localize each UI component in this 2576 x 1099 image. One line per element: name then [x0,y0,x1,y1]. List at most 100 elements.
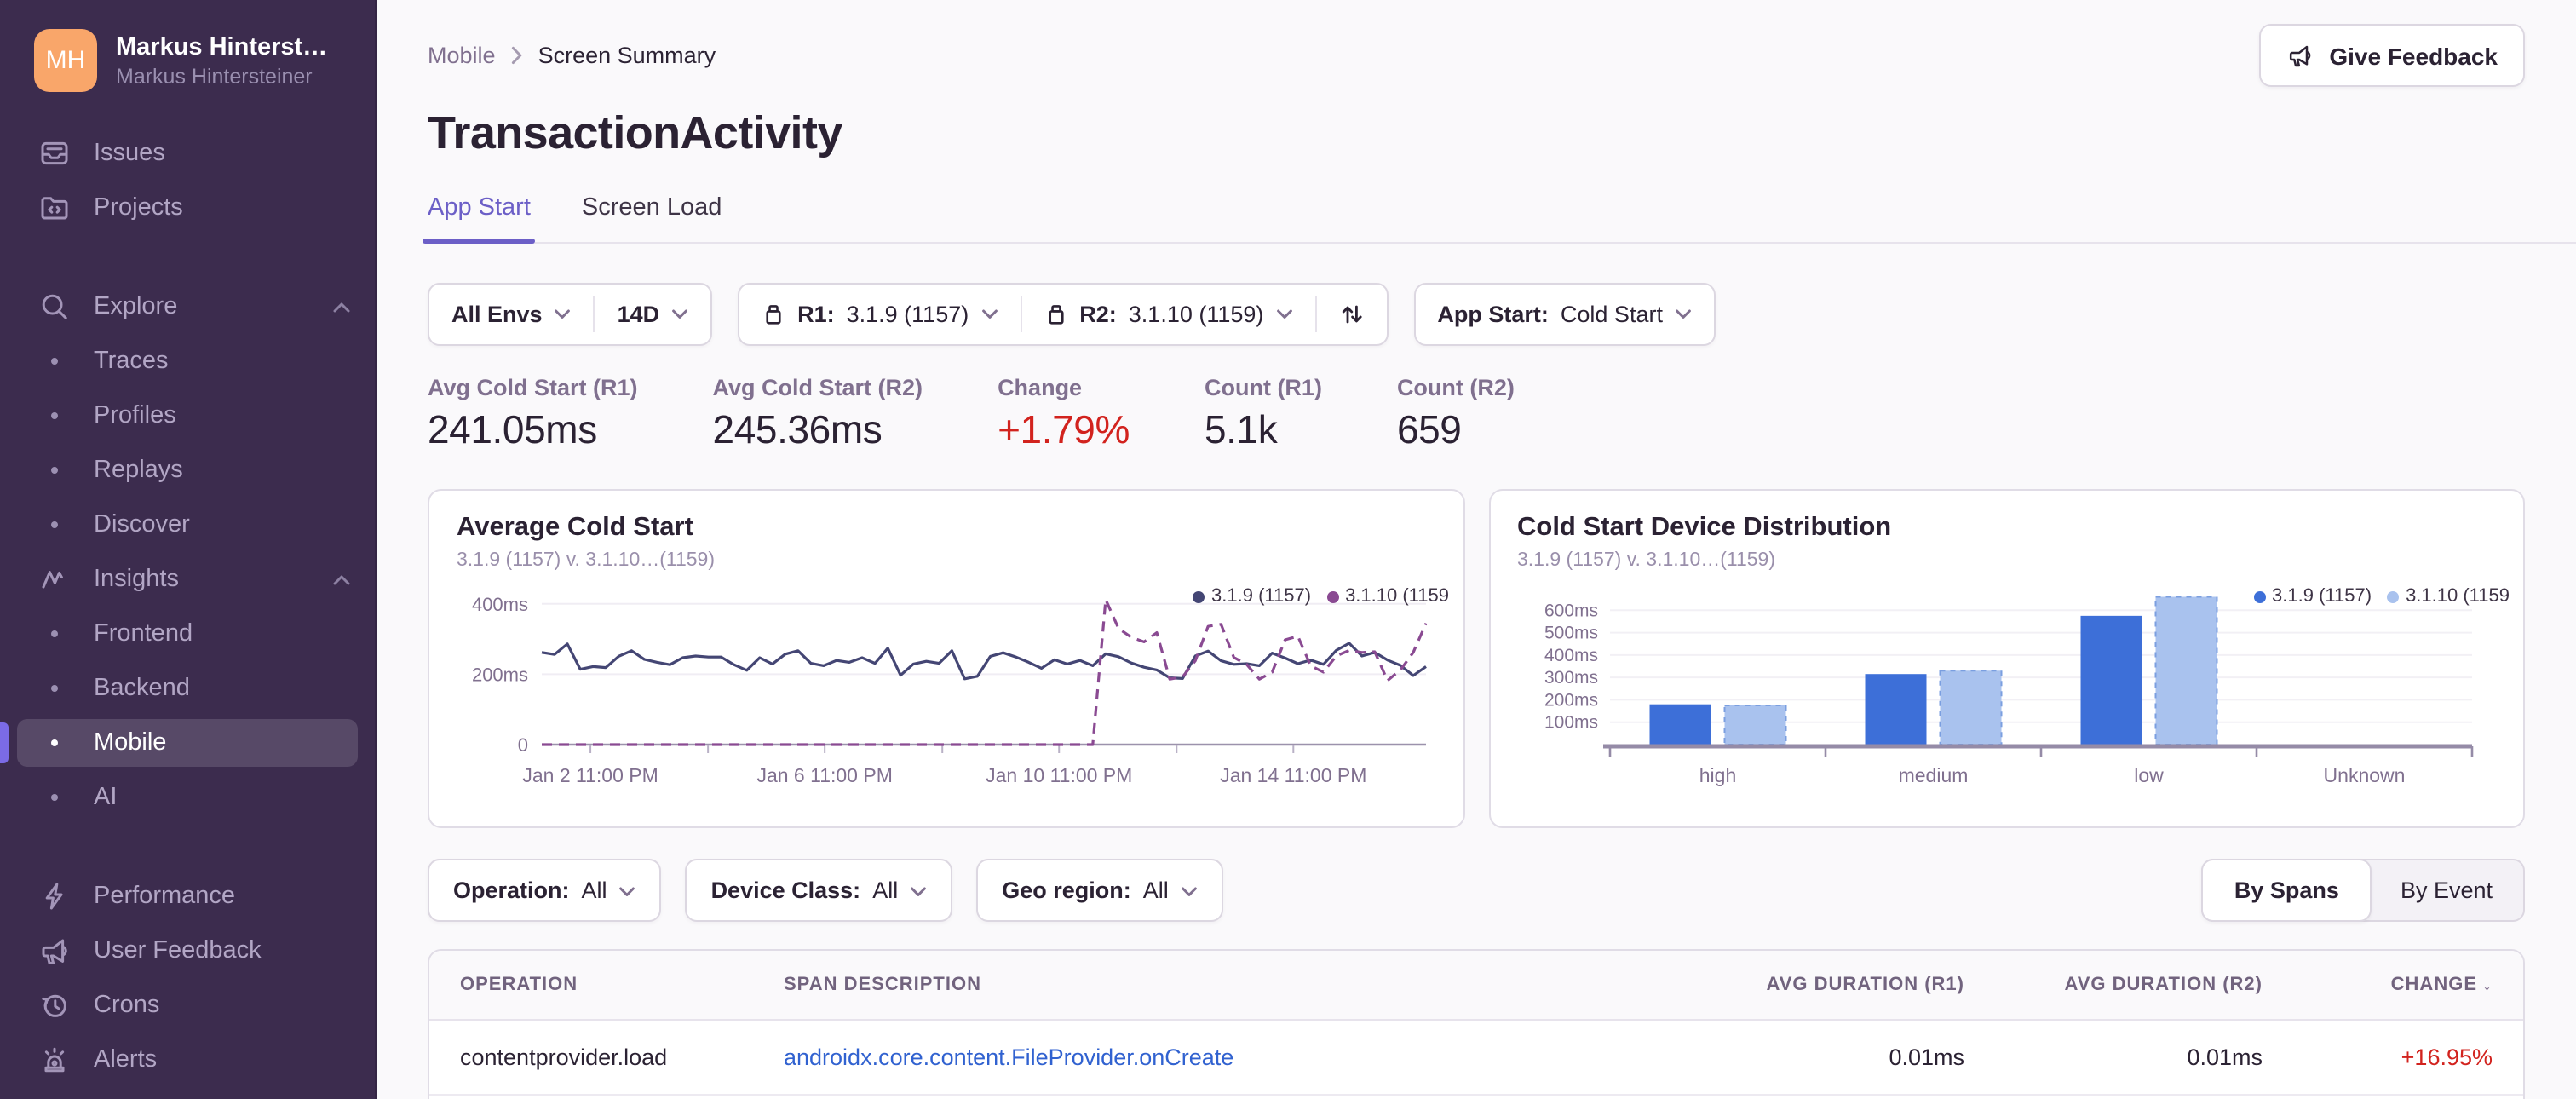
stat-value: 241.05ms [428,407,597,452]
svg-text:300ms: 300ms [1544,668,1597,688]
breadcrumb-chevron-icon [511,46,523,65]
column-header-span-description: SPAN DESCRIPTION [753,951,1697,1021]
bullet-icon [37,412,72,419]
avatar: MH [34,29,97,92]
stat-value: 5.1k [1204,407,1278,452]
sidebar-item-crons[interactable]: Crons [0,978,375,1033]
page-title: TransactionActivity [428,107,842,158]
bullet-icon [37,358,72,365]
release1-label: R1: [797,302,835,327]
device-distribution-panel: Cold Start Device Distribution 3.1.9 (11… [1488,489,2525,828]
divider [593,296,595,332]
env-period-filter-group: All Envs 14D [428,283,713,346]
user-org: Markus Hintersteiner [116,64,313,88]
sidebar-item-label: Mobile [94,729,167,757]
lightning-icon [37,881,72,912]
top-filter-bar: All Envs 14D R1: 3.1.9 (1157) [428,283,2525,346]
chevron-up-icon[interactable] [332,301,351,313]
app-start-type-group: App Start: Cold Start [1413,283,1716,346]
date-range-filter[interactable]: 14D [595,285,711,344]
sidebar-item-label: Crons [94,992,160,1019]
sidebar-item-profiles[interactable]: Profiles [0,388,375,443]
svg-text:low: low [2133,764,2163,786]
toggle-by-event[interactable]: By Event [2370,860,2523,920]
breadcrumb-mobile-link[interactable]: Mobile [428,43,496,68]
svg-text:500ms: 500ms [1544,624,1597,643]
sidebar-item-label: Backend [94,675,190,702]
give-feedback-button[interactable]: Give Feedback [2259,24,2525,87]
give-feedback-label: Give Feedback [2329,42,2498,69]
filter-label: Geo region: [1002,877,1131,903]
sidebar-item-discover[interactable]: Discover [0,498,375,552]
stat-value: +1.79% [998,407,1130,452]
release2-filter[interactable]: R2: 3.1.10 (1159) [1021,285,1314,344]
table-row: contentprovider.load androidx.core.conten… [429,1020,2523,1096]
stat-label: Avg Cold Start (R2) [712,375,923,400]
sidebar-item-replays[interactable]: Replays [0,443,375,498]
sidebar-item-label: Explore [94,293,178,320]
stat-avg-cold-start-r1-: Avg Cold Start (R1) 241.05ms [428,375,638,453]
sidebar-item-dashboards[interactable]: Dashboards [0,1087,375,1099]
column-header-avg-duration-r2-: AVG DURATION (R2) [1995,951,2293,1021]
toggle-by-spans[interactable]: By Spans [2201,859,2372,922]
table-row-clipped [429,1095,2523,1099]
sidebar-nav: Issues Projects Explore Traces Profiles Repla… [0,126,375,1099]
sidebar-item-alerts[interactable]: Alerts [0,1033,375,1087]
legend-item[interactable]: 3.1.9 (1157) [2253,586,2372,607]
chevron-down-icon [619,877,636,903]
operation-filter[interactable]: Operation: All [428,859,662,922]
app-start-value: Cold Start [1560,302,1663,327]
inbox-icon [37,138,72,169]
svg-text:200ms: 200ms [472,664,528,685]
chart-subtitle: 3.1.9 (1157) v. 3.1.10…(1159) [1517,550,1776,571]
release2-value: 3.1.10 (1159) [1128,302,1264,327]
release1-filter[interactable]: R1: 3.1.9 (1157) [739,285,1020,344]
release2-label: R2: [1079,302,1117,327]
column-header-change[interactable]: CHANGE ↓ [2293,951,2523,1021]
span-description-link[interactable]: androidx.core.content.FileProvider.onCre… [784,1044,1234,1070]
svg-text:0: 0 [518,734,528,756]
environment-filter[interactable]: All Envs [429,285,594,344]
chart-legend: 3.1.9 (1157) 3.1.10 (1159 [2253,586,2510,607]
legend-item[interactable]: 3.1.10 (1159 [1326,586,1449,607]
sidebar-item-performance[interactable]: Performance [0,869,375,924]
app-start-type-filter[interactable]: App Start: Cold Start [1415,285,1714,344]
device-class-filter[interactable]: Device Class: All [685,859,953,922]
tab-app-start[interactable]: App Start [422,194,537,244]
sidebar-item-backend[interactable]: Backend [0,661,375,716]
bar-chart: 100ms 200ms 300ms 400ms 500ms 600ms high medium… [1517,574,2496,818]
chevron-down-icon [910,877,927,903]
sidebar-item-mobile[interactable]: Mobile [0,716,375,770]
chevron-up-icon[interactable] [332,573,351,585]
tab-screen-load[interactable]: Screen Load [581,194,722,222]
view-toggle: By Spans By Event [2201,859,2525,922]
date-range-value: 14D [617,302,660,327]
chart-legend: 3.1.9 (1157) 3.1.10 (1159 [1193,586,1449,607]
svg-text:Jan 6 11:00 PM: Jan 6 11:00 PM [756,764,892,786]
legend-item[interactable]: 3.1.9 (1157) [1193,586,1311,607]
stat-change: Change +1.79% [998,375,1130,453]
swap-releases-button[interactable] [1316,285,1386,344]
sidebar-item-ai[interactable]: AI [0,770,375,825]
sidebar-item-issues[interactable]: Issues [0,126,375,181]
bullet-icon [37,630,72,637]
chevron-down-icon [1675,308,1692,320]
sidebar-item-traces[interactable]: Traces [0,334,375,388]
sidebar-item-projects[interactable]: Projects [0,181,375,235]
sidebar-item-user-feedback[interactable]: User Feedback [0,924,375,978]
sidebar-item-frontend[interactable]: Frontend [0,607,375,661]
legend-item[interactable]: 3.1.10 (1159 [2387,586,2510,607]
megaphone-icon [2286,43,2314,68]
user-menu[interactable]: MH Markus Hinterst… Markus Hintersteiner [0,0,375,92]
sidebar-item-label: Discover [94,511,190,538]
geo-region-filter[interactable]: Geo region: All [976,859,1223,922]
release-compare-group: R1: 3.1.9 (1157) R2: 3.1.10 (1159) [738,283,1389,346]
sidebar-item-insights[interactable]: Insights [0,552,375,607]
tab-bar: App Start Screen Load [422,194,2576,244]
clock-icon [37,990,72,1021]
chevron-down-icon [555,308,572,320]
bullet-icon [37,521,72,528]
avg-cold-start-panel: Average Cold Start 3.1.9 (1157) v. 3.1.1… [428,489,1464,828]
sidebar-item-explore[interactable]: Explore [0,279,375,334]
